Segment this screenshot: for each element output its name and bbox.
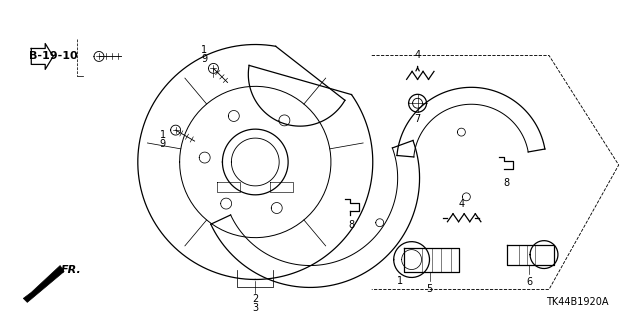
- Text: 8: 8: [349, 220, 355, 230]
- Text: 3: 3: [252, 303, 259, 313]
- Text: TK44B1920A: TK44B1920A: [546, 297, 609, 307]
- Text: 9: 9: [202, 55, 207, 64]
- Text: 5: 5: [426, 285, 433, 294]
- Text: 1: 1: [159, 130, 166, 140]
- Text: 1: 1: [397, 277, 403, 286]
- Text: 2: 2: [252, 294, 259, 304]
- Text: FR.: FR.: [61, 264, 82, 275]
- Text: 4: 4: [458, 199, 465, 209]
- Text: 8: 8: [503, 178, 509, 188]
- Text: 7: 7: [415, 114, 420, 124]
- Text: 4: 4: [415, 50, 420, 61]
- Text: 6: 6: [526, 278, 532, 287]
- Text: B-19-10: B-19-10: [29, 51, 78, 62]
- Text: 9: 9: [159, 139, 166, 149]
- Polygon shape: [23, 265, 64, 302]
- Text: 1: 1: [202, 46, 207, 56]
